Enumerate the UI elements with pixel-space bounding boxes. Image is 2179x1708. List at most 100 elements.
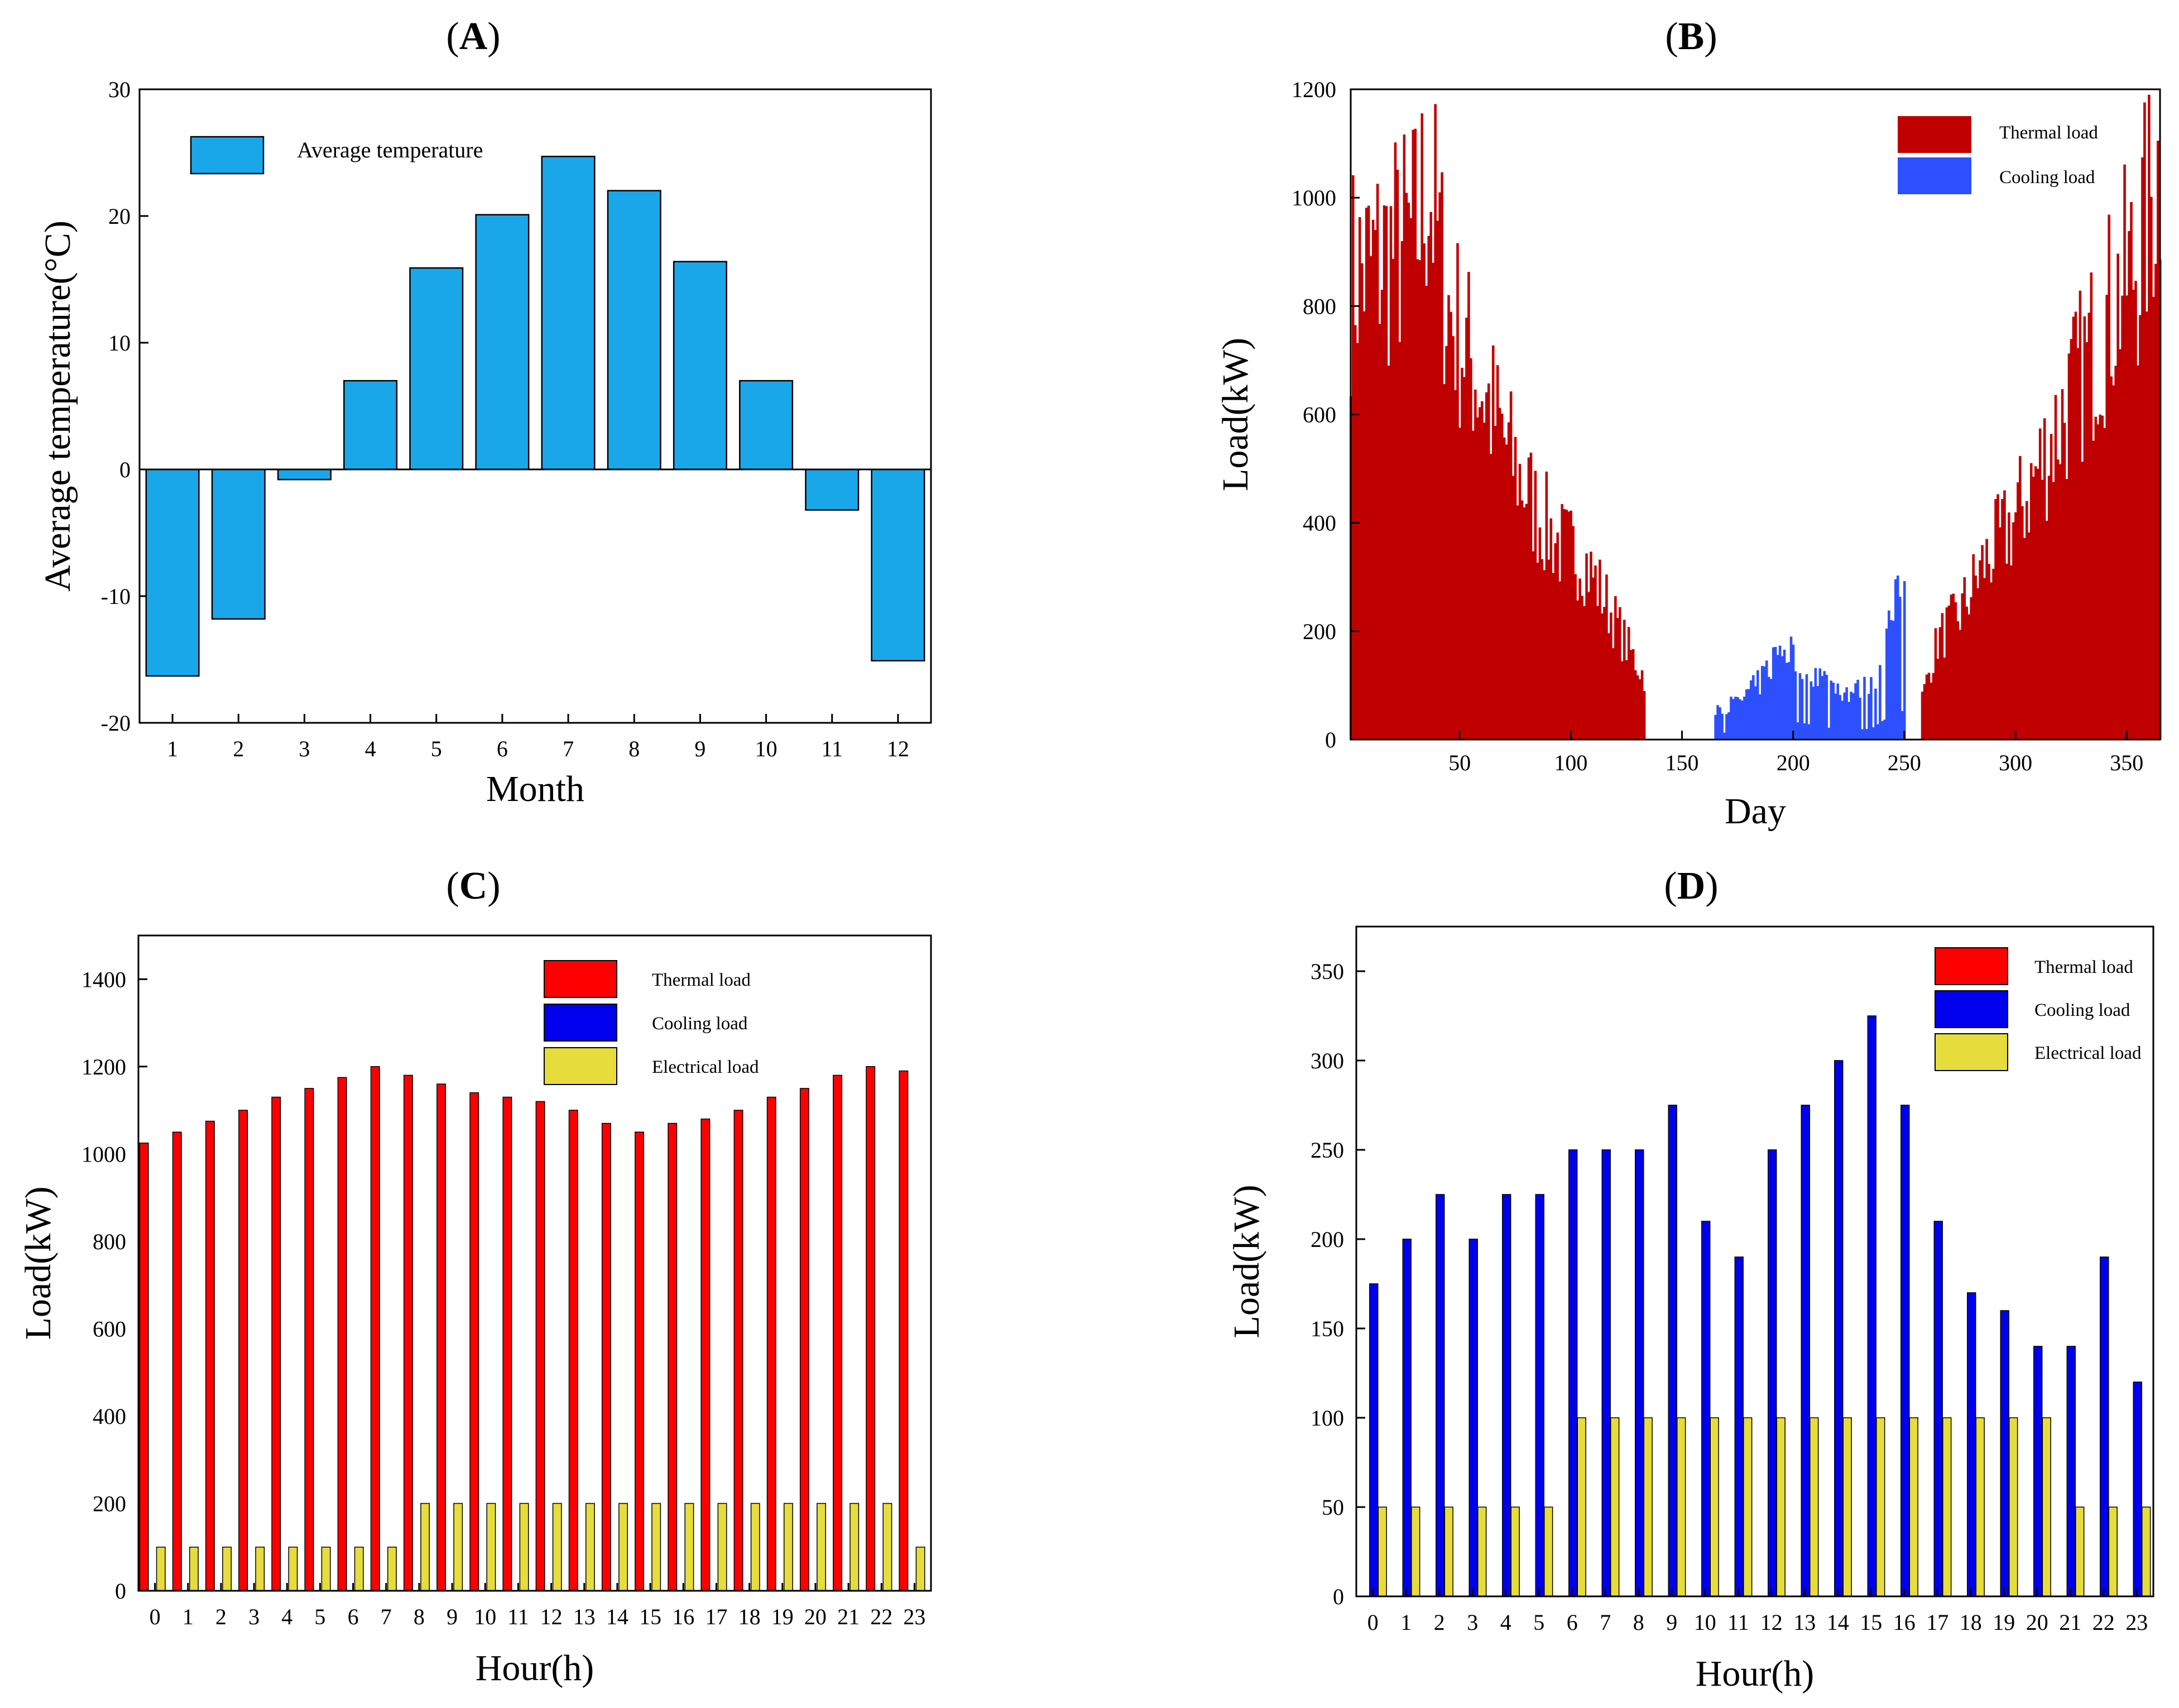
electrical-bar-hour-11 — [1743, 1417, 1753, 1597]
thermal-day-22 — [1396, 169, 1399, 740]
thermal-day-80 — [1525, 503, 1528, 740]
electrical-bar-hour-15 — [651, 1503, 661, 1591]
electrical-bar-hour-15 — [1876, 1417, 1885, 1597]
thermal-day-363 — [2154, 263, 2157, 740]
legend-label-thermal: Thermal load — [1999, 123, 2098, 143]
cooling-day-217 — [1830, 680, 1833, 740]
thermal-day-45 — [1447, 295, 1450, 740]
thermal-day-38 — [1432, 262, 1434, 740]
cooling-day-233 — [1865, 728, 1868, 740]
thermal-day-309 — [2034, 466, 2037, 740]
x-tick-label: 12 — [540, 1604, 563, 1629]
thermal-bar-hour-10 — [469, 1092, 479, 1591]
cooling-day-180 — [1748, 689, 1750, 740]
thermal-day-130 — [1636, 675, 1639, 740]
thermal-day-326 — [2072, 316, 2075, 740]
x-tick-label: 7 — [381, 1604, 392, 1629]
cooling-day-247 — [1896, 575, 1899, 740]
thermal-day-55 — [1470, 358, 1472, 740]
thermal-day-291 — [1994, 499, 1997, 740]
thermal-day-304 — [2023, 538, 2026, 740]
thermal-day-36 — [1427, 236, 1431, 740]
cooling-day-242 — [1885, 628, 1888, 740]
thermal-day-12 — [1374, 230, 1377, 740]
thermal-day-47 — [1452, 336, 1455, 740]
thermal-day-337 — [2096, 424, 2100, 740]
thermal-day-13 — [1376, 184, 1379, 740]
electrical-bar-hour-16 — [684, 1503, 694, 1591]
x-tick-label: 3 — [1467, 1610, 1478, 1635]
electrical-bar-hour-18 — [750, 1503, 760, 1591]
thermal-day-20 — [1391, 258, 1395, 740]
thermal-day-259 — [1923, 684, 1926, 740]
x-tick-label: 22 — [2092, 1610, 2115, 1635]
cooling-day-246 — [1894, 579, 1897, 740]
thermal-day-102 — [1574, 574, 1577, 740]
cooling-day-237 — [1874, 688, 1877, 740]
x-tick-label: 9 — [447, 1604, 458, 1629]
thermal-day-330 — [2081, 462, 2084, 740]
plot-frame — [1355, 925, 2154, 1597]
thermal-day-313 — [2043, 418, 2046, 740]
electrical-bar-hour-4 — [288, 1546, 298, 1591]
thermal-day-289 — [1990, 582, 1993, 740]
thermal-day-348 — [2121, 295, 2124, 740]
electrical-bar-hour-7 — [1610, 1417, 1620, 1597]
x-tick-label: 16 — [672, 1604, 694, 1629]
thermal-bar-hour-9 — [436, 1083, 446, 1591]
thermal-day-88 — [1543, 570, 1546, 740]
cooling-day-208 — [1810, 681, 1813, 740]
y-axis-title: Load(kW) — [1215, 338, 1256, 491]
thermal-day-101 — [1572, 526, 1575, 740]
cooling-bar-hour-0 — [1369, 1283, 1379, 1597]
x-tick-label: 17 — [1926, 1610, 1948, 1635]
legend-swatch-thermal — [1898, 116, 1971, 153]
cooling-day-221 — [1839, 695, 1841, 740]
thermal-day-120 — [1614, 596, 1617, 740]
thermal-day-295 — [2003, 490, 2006, 740]
x-tick-label: 8 — [1633, 1610, 1644, 1635]
x-tick-label: 23 — [903, 1604, 925, 1629]
thermal-day-74 — [1511, 476, 1515, 740]
bar-month-8 — [607, 190, 661, 471]
y-tick-label: 1200 — [1292, 77, 1336, 102]
electrical-bar-hour-9 — [1677, 1417, 1686, 1597]
x-tick-label: 4 — [281, 1604, 292, 1629]
thermal-day-96 — [1561, 504, 1564, 740]
cooling-day-250 — [1903, 581, 1906, 740]
thermal-day-75 — [1514, 436, 1517, 740]
cooling-bar-hour-2 — [1436, 1194, 1445, 1597]
y-tick-label: -20 — [101, 711, 131, 736]
y-tick-label: 30 — [108, 77, 131, 102]
x-tick-label: 5 — [1533, 1610, 1544, 1635]
y-tick-label: 0 — [1333, 1584, 1344, 1609]
electrical-bar-hour-0 — [156, 1546, 166, 1591]
cooling-day-216 — [1827, 728, 1831, 740]
thermal-day-316 — [2050, 434, 2053, 740]
thermal-day-72 — [1507, 422, 1510, 740]
cooling-day-185 — [1758, 694, 1762, 740]
panel-c-title: (C) — [446, 865, 500, 908]
y-tick-label: 350 — [1311, 959, 1344, 984]
cooling-day-178 — [1743, 696, 1746, 740]
thermal-day-297 — [2008, 512, 2010, 740]
thermal-day-104 — [1578, 578, 1581, 740]
cooling-day-172 — [1730, 697, 1732, 740]
cooling-day-218 — [1832, 682, 1835, 740]
cooling-day-227 — [1852, 693, 1855, 740]
cooling-day-187 — [1763, 666, 1766, 740]
electrical-bar-hour-23 — [915, 1546, 925, 1591]
thermal-bar-hour-2 — [205, 1120, 215, 1591]
thermal-bar-hour-22 — [866, 1066, 876, 1591]
x-tick-label: 17 — [705, 1604, 727, 1629]
x-tick-label: 9 — [1666, 1610, 1677, 1635]
chart-b-daily-load: 0 200 400 600 800 1000 1200 50 100 150 200 250 300 35… — [1215, 77, 2162, 832]
electrical-bar-hour-17 — [1942, 1417, 1952, 1597]
thermal-day-68 — [1498, 407, 1501, 740]
x-tick-label: 0 — [1367, 1610, 1379, 1635]
thermal-day-284 — [1979, 560, 1981, 740]
thermal-day-310 — [2036, 468, 2039, 740]
cooling-day-203 — [1798, 673, 1802, 740]
